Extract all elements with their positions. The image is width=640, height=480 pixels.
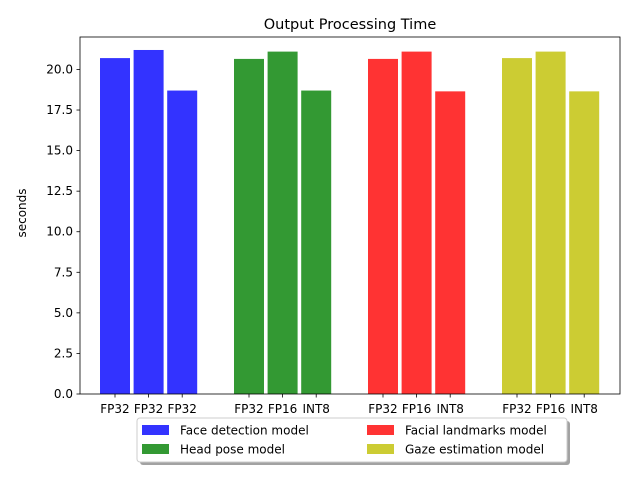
bar-3-2 <box>401 51 432 394</box>
legend-label: Face detection model <box>180 424 309 438</box>
bar-4-3 <box>569 91 600 395</box>
legend-box <box>136 417 568 463</box>
x-tick-label: INT8 <box>570 402 597 416</box>
y-tick-label: 2.5 <box>54 346 73 360</box>
bars-layer <box>100 49 600 395</box>
x-tick-label: INT8 <box>302 402 329 416</box>
x-tick-label: INT8 <box>436 402 463 416</box>
bar-4-2 <box>535 51 566 394</box>
y-tick-label: 20.0 <box>46 62 73 76</box>
y-tick-label: 10.0 <box>46 225 73 239</box>
x-tick-label: FP16 <box>268 402 297 416</box>
bar-4-1 <box>502 58 532 394</box>
axes-layer: FP32 FP32 FP32 FP32 FP16 INT8 FP32 FP16 INT8 FP32… <box>46 36 621 416</box>
x-tick-label: FP32 <box>368 402 397 416</box>
y-tick-label: 15.0 <box>46 144 73 158</box>
bar-1-3 <box>167 90 198 395</box>
bar-3-1 <box>368 58 398 394</box>
x-tick-label: FP32 <box>234 402 263 416</box>
bar-2-2 <box>267 51 298 394</box>
x-tick-label: FP32 <box>134 402 163 416</box>
x-tick-label: FP32 <box>100 402 129 416</box>
x-tick-label: FP16 <box>402 402 431 416</box>
bar-3-3 <box>435 91 466 395</box>
bar-1-2 <box>133 49 164 395</box>
legend-swatch <box>367 425 394 435</box>
legend: Face detection model Head pose model Facia… <box>136 417 570 465</box>
legend-label: Gaze estimation model <box>405 443 544 457</box>
legend-swatch <box>142 425 169 435</box>
x-tick-label: FP16 <box>536 402 565 416</box>
legend-swatch <box>142 444 169 454</box>
y-tick-label: 17.5 <box>46 103 73 117</box>
legend-label: Head pose model <box>180 443 285 457</box>
x-tick-label: FP32 <box>167 402 196 416</box>
y-axis-label: seconds <box>15 188 29 237</box>
y-tick-label: 5.0 <box>54 306 73 320</box>
y-tick-label: 0.0 <box>54 387 73 401</box>
legend-swatch <box>367 444 394 454</box>
y-tick-label: 7.5 <box>54 265 73 279</box>
bar-1-1 <box>100 58 130 394</box>
x-tick-label: FP32 <box>502 402 531 416</box>
chart-title: Output Processing Time <box>264 17 437 33</box>
bar-2-3 <box>301 90 332 395</box>
y-tick-label: 12.5 <box>46 184 73 198</box>
bar-2-1 <box>234 58 264 394</box>
plot-frame <box>79 36 621 395</box>
legend-label: Facial landmarks model <box>405 424 547 438</box>
